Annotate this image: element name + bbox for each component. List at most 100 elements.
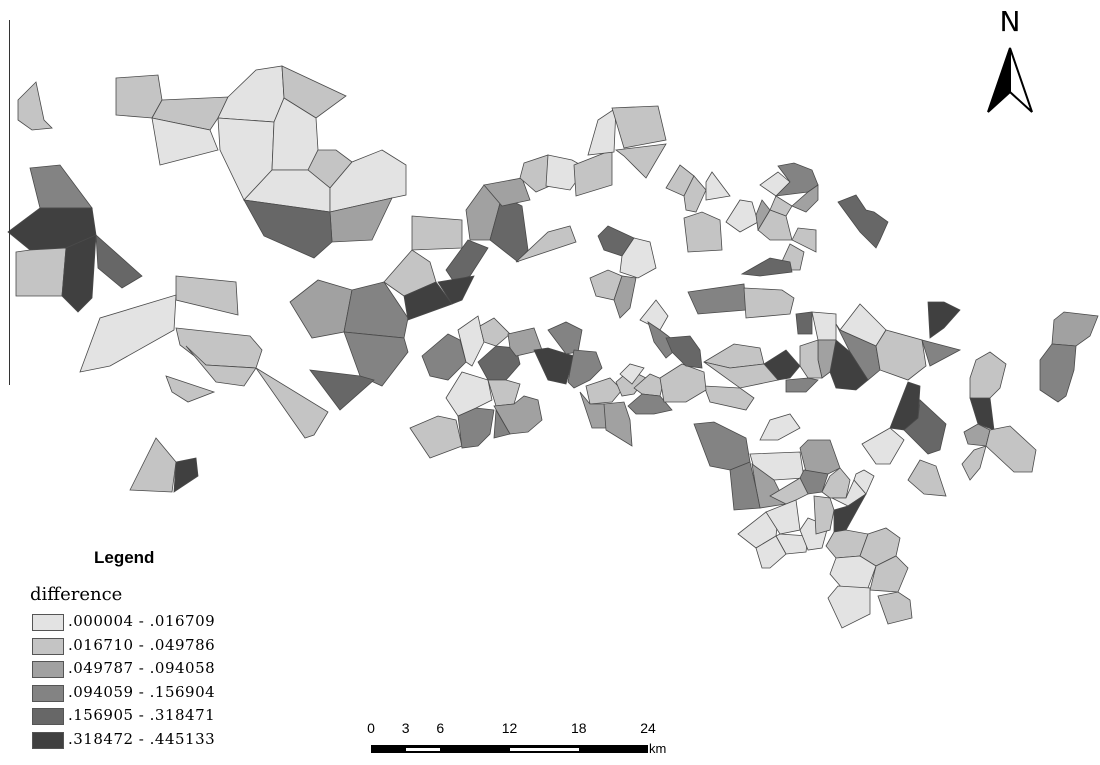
- legend-swatch: [32, 661, 64, 678]
- scale-bar: 0 3 6 12 18 24 km: [360, 720, 680, 765]
- map-region: [755, 199, 771, 232]
- map-region: [567, 349, 603, 389]
- north-arrow: N: [982, 8, 1038, 118]
- map-region: [759, 413, 801, 441]
- map-region: [587, 107, 617, 156]
- map-region: [659, 363, 707, 403]
- map-region: [853, 469, 875, 495]
- map-region: [573, 149, 613, 197]
- legend-swatch: [32, 731, 64, 749]
- map-region: [795, 311, 813, 335]
- map-region: [483, 177, 531, 207]
- map-region: [17, 81, 53, 131]
- legend-label: .094059 - .156904: [68, 682, 216, 701]
- map-region: [129, 437, 177, 493]
- north-letter: N: [999, 5, 1021, 38]
- map-region: [115, 74, 163, 119]
- map-region: [785, 377, 819, 393]
- map-region: [907, 459, 947, 497]
- scale-tick-label: 24: [640, 720, 656, 736]
- map-region: [185, 345, 257, 387]
- map-region: [493, 395, 543, 435]
- map-region: [687, 283, 747, 315]
- map-region: [875, 329, 927, 381]
- map-region: [457, 315, 485, 367]
- map-region: [343, 281, 409, 339]
- map-region: [29, 164, 93, 209]
- map-region: [409, 415, 463, 459]
- map-region: [811, 311, 837, 341]
- map-region: [515, 225, 577, 263]
- scale-tick-label: 6: [436, 720, 445, 736]
- north-arrow-icon: [987, 47, 1033, 113]
- map-region: [740, 257, 793, 277]
- map-region: [61, 234, 97, 313]
- map-region: [479, 317, 511, 347]
- map-region: [507, 327, 543, 357]
- map-region: [175, 327, 263, 369]
- map-region: [445, 371, 493, 417]
- map-region: [95, 234, 143, 289]
- scale-segment: [405, 748, 441, 751]
- map-region: [1051, 311, 1099, 347]
- map-region: [693, 421, 751, 471]
- legend-swatch: [32, 684, 64, 702]
- map-region: [421, 333, 467, 381]
- map-region: [729, 461, 761, 511]
- map-region: [769, 477, 809, 505]
- map-region: [217, 65, 285, 123]
- map-region: [869, 555, 909, 593]
- map-region: [725, 199, 759, 233]
- map-region: [665, 335, 703, 369]
- map-region: [1039, 343, 1077, 403]
- map-region: [903, 399, 947, 455]
- legend-title: Legend: [94, 548, 155, 567]
- map-region: [755, 535, 787, 569]
- map-region: [813, 495, 835, 535]
- map-region: [799, 439, 841, 475]
- map-region: [383, 249, 437, 297]
- map-region: [683, 211, 723, 253]
- map-region: [487, 379, 521, 407]
- map-region: [639, 299, 669, 331]
- map-region: [411, 215, 463, 251]
- map-region: [889, 381, 921, 431]
- map-region: [493, 408, 511, 439]
- legend-label: .049787 - .094058: [68, 659, 216, 677]
- map-region: [611, 105, 667, 149]
- map-region: [791, 227, 817, 253]
- map-region: [627, 393, 673, 415]
- map-region: [289, 279, 353, 339]
- map-region: [703, 361, 779, 389]
- scale-unit: km: [649, 741, 667, 756]
- map-region: [927, 301, 961, 339]
- map-region: [175, 275, 239, 316]
- map-region: [309, 369, 375, 411]
- scale-tick-label: 0: [367, 720, 375, 736]
- map-region: [151, 117, 219, 166]
- legend-swatch: [32, 708, 64, 725]
- scale-bar-graphic: [371, 745, 648, 753]
- map-region: [961, 445, 987, 481]
- legend-swatch: [32, 637, 64, 655]
- legend-swatch: [32, 614, 64, 631]
- map-region: [921, 339, 962, 367]
- map-region: [165, 375, 216, 403]
- legend-field-name: difference: [30, 584, 123, 605]
- map-region: [79, 294, 177, 373]
- map-region: [173, 457, 199, 493]
- scale-tick-label: 18: [570, 720, 587, 736]
- map-region: [837, 194, 889, 249]
- map-region: [614, 143, 667, 179]
- legend-label: .156905 - .318471: [68, 706, 216, 724]
- map-region: [547, 321, 583, 355]
- map-region: [437, 275, 475, 305]
- map-region: [743, 287, 795, 319]
- map-frame-edge: [9, 20, 10, 385]
- map-region: [861, 427, 905, 465]
- map-region: [827, 585, 871, 629]
- map-region: [703, 385, 755, 411]
- regions-layer: [7, 65, 1099, 629]
- scale-tick-label: 3: [401, 720, 410, 736]
- map-region: [985, 425, 1037, 473]
